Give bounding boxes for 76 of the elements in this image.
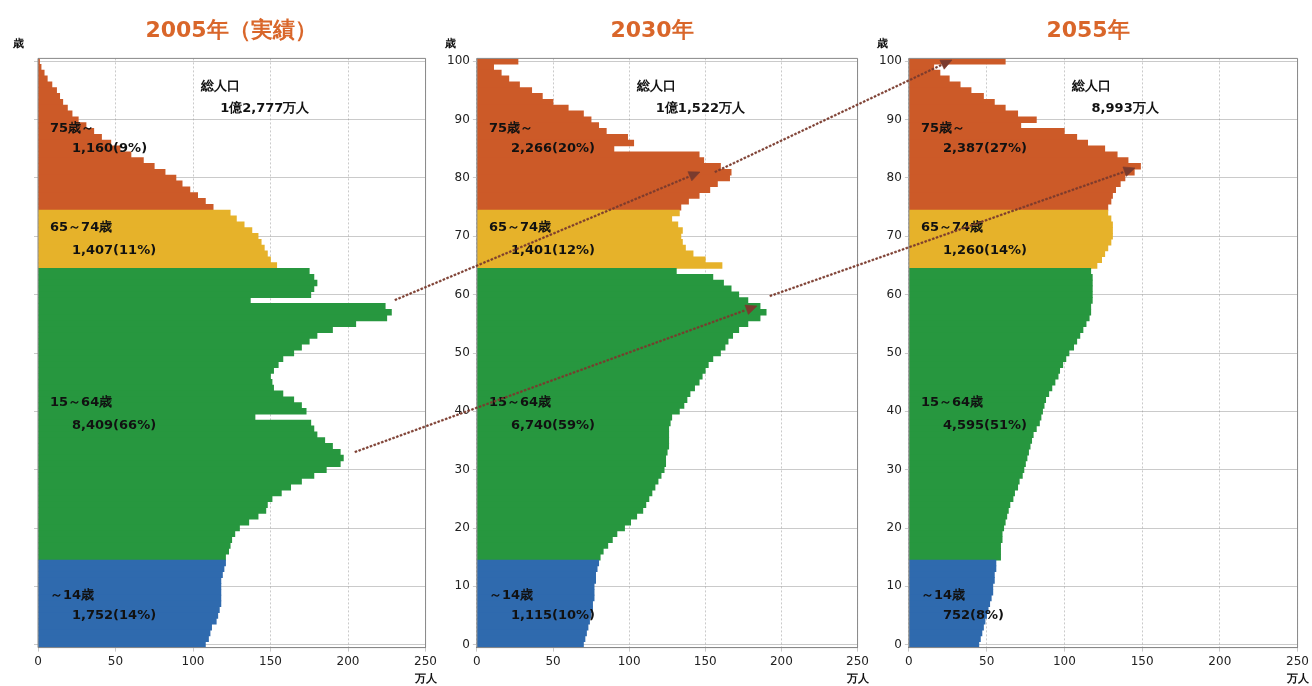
x-tick-label: 150 (259, 653, 282, 668)
y-tick-label: 0 (894, 636, 902, 651)
x-tick-label: 150 (693, 653, 717, 668)
x-axis-title: 万人 (845, 672, 870, 686)
y-tick-label: 40 (454, 403, 470, 418)
y-tick-label: 30 (454, 461, 470, 476)
chart-title: 2005年（実績） (145, 16, 317, 42)
y-tick-label: 10 (454, 578, 470, 593)
x-tick-label: 250 (414, 653, 437, 668)
y-tick-label: 10 (886, 578, 902, 593)
annotation: 75歳～ (488, 120, 533, 136)
x-axis-title: 万人 (413, 672, 438, 686)
y-tick-label: 80 (886, 170, 902, 185)
x-tick-label: 200 (336, 653, 360, 668)
chart-title: 2055年 (1046, 16, 1130, 42)
x-tick-label: 250 (1286, 653, 1309, 668)
annotation: 8,409(66%) (72, 416, 157, 432)
annotation: 1,407(11%) (72, 241, 157, 257)
x-tick-label: 50 (978, 653, 995, 668)
y-tick-label: 70 (886, 228, 902, 243)
y-axis-title: 歳 (444, 37, 457, 51)
y-tick-label: 100 (879, 53, 902, 68)
x-tick-label: 200 (769, 653, 793, 668)
annotation: 65～74歳 (50, 218, 113, 234)
x-tick-label: 250 (846, 653, 869, 668)
y-tick-label: 50 (886, 345, 902, 360)
annotation: 1億1,522万人 (655, 99, 746, 115)
y-tick-label: 90 (886, 111, 902, 126)
x-tick-label: 50 (545, 653, 561, 668)
annotation: 75歳～ (50, 120, 95, 136)
y-tick-label: 0 (462, 636, 470, 651)
annotation: 2,266(20%) (510, 140, 596, 156)
x-tick-label: 100 (1052, 653, 1076, 668)
x-tick-label: 150 (1130, 653, 1154, 668)
annotation: ～14歳 (920, 586, 965, 602)
y-tick-label: 60 (886, 286, 902, 301)
y-tick-label: 20 (454, 520, 470, 535)
annotation: 2,387(27%) (942, 140, 1028, 156)
x-tick-label: 50 (107, 653, 124, 668)
x-axis-title: 万人 (1285, 672, 1310, 686)
y-axis-title: 歳 (876, 37, 889, 51)
annotation: 1,260(14%) (942, 241, 1028, 257)
annotation: 15～64歳 (488, 393, 552, 409)
annotation: 6,740(59%) (510, 416, 596, 432)
x-tick-label: 100 (617, 653, 641, 668)
annotation: 75歳～ (920, 120, 965, 136)
y-tick-label: 60 (454, 286, 470, 301)
y-axis-title: 歳 (11, 37, 24, 51)
chart-title: 2030年 (610, 16, 694, 42)
x-tick-label: 0 (34, 653, 42, 668)
annotation: 15～64歳 (920, 393, 984, 409)
x-tick-label: 100 (181, 653, 205, 668)
y-tick-label: 90 (454, 111, 470, 126)
annotation: 65～74歳 (488, 218, 552, 234)
y-tick-label: 30 (886, 461, 902, 476)
annotation: 1,752(14%) (72, 606, 157, 622)
annotation: 1億2,777万人 (220, 99, 311, 115)
y-tick-label: 80 (454, 170, 470, 185)
y-tick-label: 20 (886, 520, 902, 535)
annotation: ～14歳 (488, 586, 533, 602)
y-tick-label: 40 (886, 403, 902, 418)
y-tick-label: 50 (454, 345, 470, 360)
y-tick-label: 100 (447, 53, 470, 68)
y-tick-label: 70 (454, 228, 470, 243)
x-tick-label: 200 (1208, 653, 1232, 668)
annotation: ～14歳 (50, 586, 95, 602)
annotation: 65～74歳 (920, 218, 984, 234)
annotation: 総人口 (1071, 77, 1112, 93)
annotation: 15～64歳 (50, 393, 113, 409)
annotation: 4,595(51%) (942, 416, 1028, 432)
x-tick-label: 0 (473, 653, 481, 668)
annotation: 1,401(12%) (510, 241, 596, 257)
x-tick-label: 0 (905, 653, 913, 668)
annotation: 総人口 (635, 77, 676, 93)
annotation: 8,993万人 (1091, 99, 1160, 115)
annotation: 総人口 (199, 77, 240, 93)
